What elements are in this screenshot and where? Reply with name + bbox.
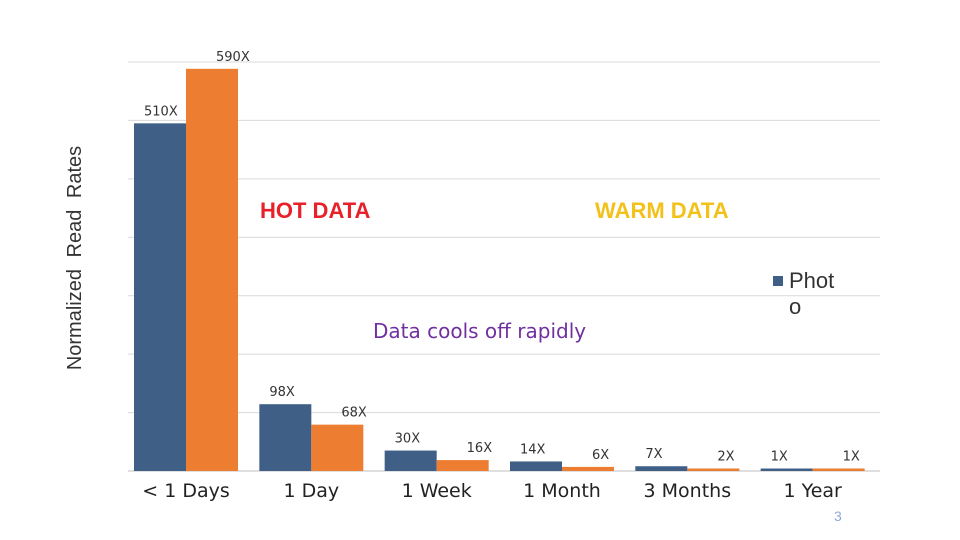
bar-series1 [259, 404, 312, 471]
bar-series1 [635, 466, 688, 471]
category-label: 3 Months [644, 480, 732, 502]
data-label: 590X [216, 50, 250, 65]
category-label: 1 Day [284, 480, 340, 502]
data-label: 2X [717, 450, 734, 465]
category-label: 1 Month [523, 480, 601, 502]
bar-series2 [186, 68, 238, 472]
y-axis-label: Normalized Read Rates [64, 145, 86, 371]
bar-series2 [687, 468, 740, 471]
category-label: 1 Week [402, 480, 472, 502]
data-labels: 510X 590X 98X 68X 30X 16X 14X 6X 7X 2X 1X 1X [144, 50, 860, 465]
data-label: 14X [520, 442, 546, 457]
data-label: 30X [395, 432, 421, 447]
hot-data-annotation: HOT DATA [260, 198, 371, 223]
warm-data-annotation: WARM DATA [595, 198, 729, 223]
legend-label-photo: Photo [789, 268, 835, 319]
bars [134, 68, 865, 472]
bar-series2 [562, 466, 614, 471]
bar-series2 [812, 468, 865, 471]
data-label: 510X [144, 104, 178, 119]
cooling-annotation: Data cools off rapidly [373, 319, 587, 343]
page-number: 3 [834, 508, 842, 524]
data-label: 1X [771, 450, 788, 465]
bar-series2 [311, 424, 364, 471]
bar-series2 [436, 460, 489, 471]
bar-series1 [384, 450, 437, 471]
data-label: 68X [341, 406, 367, 421]
data-label: 1X [843, 450, 860, 465]
category-label: 1 Year [783, 480, 842, 502]
legend: Photo [773, 268, 853, 320]
data-label: 98X [269, 385, 295, 400]
bar-series1 [510, 461, 562, 471]
legend-swatch-photo [773, 276, 783, 286]
gridlines [128, 61, 880, 472]
category-label: < 1 Days [142, 480, 230, 502]
data-label: 7X [645, 447, 662, 462]
category-labels: < 1 Days 1 Day 1 Week 1 Month 3 Months 1 Year [142, 480, 842, 502]
bar-series1 [134, 123, 186, 471]
data-label: 16X [467, 441, 493, 456]
data-label: 6X [592, 448, 609, 463]
bar-series1 [760, 468, 813, 471]
